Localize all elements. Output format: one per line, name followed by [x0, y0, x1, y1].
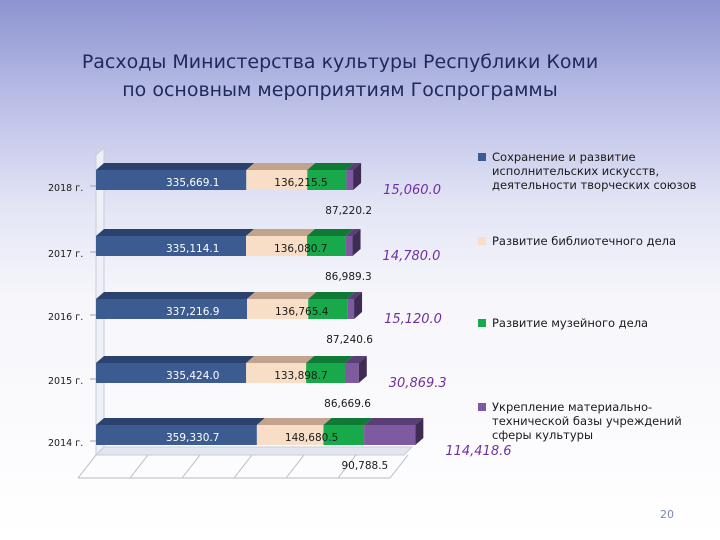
legend-swatch-libraries	[478, 237, 486, 245]
data-label-libraries-2016: 136,765.4	[275, 306, 329, 318]
data-label-museums-2018: 87,220.2	[325, 205, 372, 217]
data-label-libraries-2014: 148,680.5	[285, 432, 338, 444]
legend-label-museums: Развитие музейного дела	[492, 316, 649, 330]
bar-top-libraries-2015	[246, 356, 315, 363]
chart-title-line-1: Расходы Министерства культуры Республики…	[81, 51, 599, 73]
bar-museums-2014	[323, 425, 365, 445]
legend-label-libraries: Развитие библиотечного дела	[492, 234, 677, 248]
bar-end-2017	[352, 229, 361, 256]
data-label-performing-arts-2015: 335,424.0	[166, 370, 219, 382]
bar-top-material-base-2017	[345, 229, 361, 236]
data-label-material-base-2018: 15,060.0	[383, 183, 441, 198]
data-label-performing-arts-2018: 335,669.1	[166, 177, 219, 189]
bar-material-base-2018	[346, 170, 354, 190]
chart-title: Расходы Министерства культуры Республики…	[40, 48, 640, 104]
bar-top-museums-2016	[308, 292, 356, 299]
category-label-2014: 2014 г.	[48, 438, 83, 449]
category-label-2017: 2017 г.	[48, 249, 83, 260]
category-label-2015: 2015 г.	[48, 376, 83, 387]
chart-title-line-2: по основным мероприятиям Госпрограммы	[122, 79, 558, 101]
legend-swatch-performing-arts	[478, 153, 486, 161]
bar-top-performing-arts-2015	[96, 356, 255, 363]
floor-grid-line	[389, 454, 409, 479]
bar-museums-2015	[306, 363, 345, 383]
data-label-material-base-2015: 30,869.3	[389, 376, 447, 391]
bar-top-performing-arts-2016	[96, 292, 255, 299]
floor-grid-line	[77, 454, 97, 479]
bar-top-museums-2015	[306, 356, 353, 363]
bar-libraries-2015	[246, 363, 307, 383]
legend-label-performing-arts: Сохранение и развитие исполнительских ис…	[492, 150, 697, 192]
data-label-libraries-2015: 133,898.7	[274, 370, 327, 382]
bar-top-museums-2018	[307, 163, 355, 170]
bar-performing-arts-2018	[96, 170, 247, 190]
data-label-performing-arts-2016: 337,216.9	[166, 306, 219, 318]
data-label-museums-2016: 87,240.6	[326, 334, 373, 346]
data-label-libraries-2017: 136,080.7	[274, 243, 327, 255]
bar-top-museums-2014	[323, 418, 373, 425]
bar-material-base-2015	[344, 363, 359, 383]
bar-material-base-2017	[345, 236, 353, 256]
bar-libraries-2016	[246, 299, 309, 319]
bar-performing-arts-2017	[96, 236, 247, 256]
bar-performing-arts-2014	[96, 425, 257, 445]
chart-legend: Сохранение и развитие исполнительских ис…	[478, 150, 713, 450]
bar-performing-arts-2015	[96, 363, 247, 383]
bar-top-libraries-2016	[246, 292, 317, 299]
bar-libraries-2018	[246, 170, 308, 190]
bar-top-museums-2017	[306, 229, 354, 236]
data-label-museums-2014: 90,788.5	[341, 460, 388, 472]
data-label-museums-2015: 86,669.6	[324, 398, 371, 410]
legend-label-material-base: Укрепление материально-технической базы …	[492, 400, 682, 442]
bar-material-base-2014	[364, 425, 416, 445]
bar-end-2014	[415, 418, 424, 445]
legend-swatch-material-base	[478, 403, 486, 411]
floor-grid-line	[337, 454, 357, 479]
bar-top-libraries-2014	[256, 418, 332, 425]
floor-grid-line	[129, 454, 149, 479]
floor-grid-line	[285, 454, 305, 479]
bar-top-libraries-2017	[246, 229, 315, 236]
bar-museums-2016	[308, 299, 348, 319]
category-label-2018: 2018 г.	[48, 183, 83, 194]
bar-libraries-2014	[256, 425, 324, 445]
data-label-material-base-2014: 114,418.6	[445, 444, 511, 459]
data-label-museums-2017: 86,989.3	[325, 271, 372, 283]
data-label-material-base-2016: 15,120.0	[384, 312, 442, 327]
bar-top-material-base-2016	[347, 292, 363, 299]
slide-number: 20	[660, 508, 674, 521]
category-label-2016: 2016 г.	[48, 312, 83, 323]
bar-top-performing-arts-2014	[96, 418, 265, 425]
data-label-performing-arts-2014: 359,330.7	[166, 432, 219, 444]
bar-end-2015	[358, 356, 367, 383]
legend-swatch-museums	[478, 319, 486, 327]
bar-top-performing-arts-2018	[96, 163, 255, 170]
data-label-performing-arts-2017: 335,114.1	[166, 243, 219, 255]
data-label-material-base-2017: 14,780.0	[383, 249, 441, 264]
floor-grid-line	[233, 454, 253, 479]
chart-floor	[94, 446, 414, 456]
bar-material-base-2016	[347, 299, 355, 319]
bar-performing-arts-2016	[96, 299, 247, 319]
bar-top-performing-arts-2017	[96, 229, 255, 236]
bar-end-2016	[354, 292, 363, 319]
floor-grid-line	[181, 454, 201, 479]
bar-top-libraries-2018	[246, 163, 316, 170]
bar-end-2018	[353, 163, 362, 190]
data-label-libraries-2018: 136,215.5	[274, 177, 327, 189]
bar-top-material-base-2018	[346, 163, 362, 170]
bar-top-material-base-2015	[344, 356, 367, 363]
bar-top-material-base-2014	[364, 418, 424, 425]
bar-libraries-2017	[246, 236, 307, 256]
bar-museums-2018	[307, 170, 347, 190]
bar-museums-2017	[306, 236, 346, 256]
